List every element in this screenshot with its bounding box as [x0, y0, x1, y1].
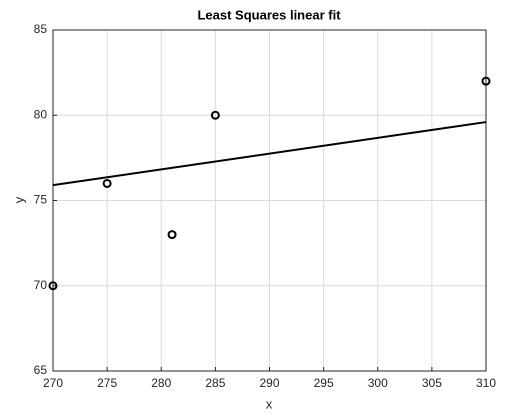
fit-line [52, 121, 487, 187]
data-point [481, 76, 491, 86]
y-tick-label: 75 [34, 193, 48, 207]
y-tick-label: 65 [34, 363, 48, 377]
x-tick-label: 280 [151, 376, 171, 390]
data-point [167, 230, 177, 240]
x-tick-label: 310 [476, 376, 496, 390]
chart-title: Least Squares linear fit [197, 7, 341, 22]
x-tick-label: 305 [422, 376, 442, 390]
data-point [102, 178, 112, 188]
x-tick-label: 275 [97, 376, 117, 390]
x-tick-label: 290 [259, 376, 279, 390]
x-tick-label: 300 [368, 376, 388, 390]
x-tick-label: 285 [205, 376, 225, 390]
data-point [210, 110, 220, 120]
y-tick-label: 85 [34, 22, 48, 36]
x-tick-label: 270 [43, 376, 63, 390]
x-axis-label: x [266, 396, 273, 411]
plot-frame [52, 29, 487, 372]
y-tick-label: 70 [34, 278, 48, 292]
data-point [48, 281, 58, 291]
y-axis-label: y [11, 196, 26, 203]
x-tick-label: 295 [314, 376, 334, 390]
y-tick-label: 80 [34, 107, 48, 121]
